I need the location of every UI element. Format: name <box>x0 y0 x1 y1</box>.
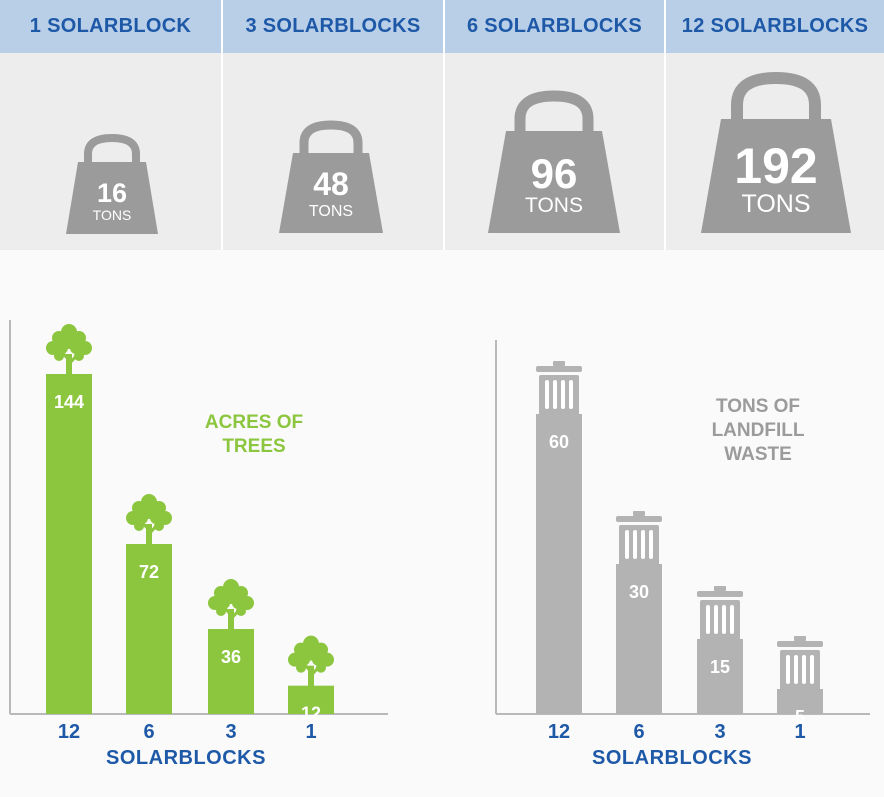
data-label: 30 <box>629 582 649 602</box>
weight-value: 192 <box>734 138 817 194</box>
charts-area: 144 12 72 6 36 3 12 1 60 12 30 6 15 3 5 1 ACRES OF TRE… <box>0 250 884 797</box>
landfill-annotation: TONS OF LANDFILL WASTE <box>711 396 805 465</box>
x-tick-label: 6 <box>633 721 644 743</box>
x-tick-label: 1 <box>305 721 316 743</box>
weight-icon: 192 TONS <box>701 71 851 233</box>
bar <box>126 544 172 714</box>
weight-value: 16 <box>97 178 127 208</box>
x-tick-label: 1 <box>794 721 805 743</box>
x-tick-label: 6 <box>143 721 154 743</box>
tree-icon <box>126 494 172 546</box>
weights-panel: 1 SOLARBLOCK 3 SOLARBLOCKS 6 SOLARBLOCKS… <box>0 0 884 250</box>
weight-header: 6 SOLARBLOCKS <box>445 0 664 53</box>
weight-header: 1 SOLARBLOCK <box>0 0 221 53</box>
bar <box>697 639 743 714</box>
data-label: 12 <box>301 704 321 724</box>
data-label: 15 <box>710 657 730 677</box>
data-label: 72 <box>139 562 159 582</box>
bar <box>536 414 582 714</box>
data-label: 60 <box>549 432 569 452</box>
weight-icon: 16 TONS <box>66 133 158 234</box>
x-tick-label: 3 <box>714 721 725 743</box>
bar <box>208 629 254 714</box>
data-label: 36 <box>221 647 241 667</box>
weight-icon: 96 TONS <box>488 90 620 233</box>
tree-icon <box>46 324 92 376</box>
trees-annotation: ACRES OF TREES <box>204 412 304 457</box>
tree-icon <box>208 579 254 631</box>
bar <box>616 564 662 714</box>
data-label: 144 <box>54 392 84 412</box>
data-label: 5 <box>795 707 805 727</box>
x-axis-title: SOLARBLOCKS <box>106 747 266 769</box>
weight-unit: TONS <box>93 207 132 223</box>
x-tick-label: 12 <box>58 721 80 743</box>
weight-icon: 48 TONS <box>279 120 383 233</box>
x-axis-title: SOLARBLOCKS <box>592 747 752 769</box>
x-tick-label: 3 <box>225 721 236 743</box>
weight-unit: TONS <box>309 203 353 220</box>
trash-can-icon <box>536 361 582 416</box>
weight-value: 48 <box>313 166 349 202</box>
trash-can-icon <box>697 586 743 641</box>
weight-unit: TONS <box>742 190 811 218</box>
bar <box>46 374 92 714</box>
trash-can-icon <box>616 511 662 566</box>
bar <box>777 689 823 714</box>
weight-value: 96 <box>531 150 578 197</box>
weight-column-3: 3 SOLARBLOCKS <box>223 0 443 250</box>
bar <box>288 685 334 714</box>
weight-unit: TONS <box>525 194 583 217</box>
x-tick-label: 12 <box>548 721 570 743</box>
weight-header: 12 SOLARBLOCKS <box>666 0 884 53</box>
tree-icon <box>288 635 334 688</box>
weight-header: 3 SOLARBLOCKS <box>223 0 443 53</box>
trash-can-icon <box>777 636 823 691</box>
